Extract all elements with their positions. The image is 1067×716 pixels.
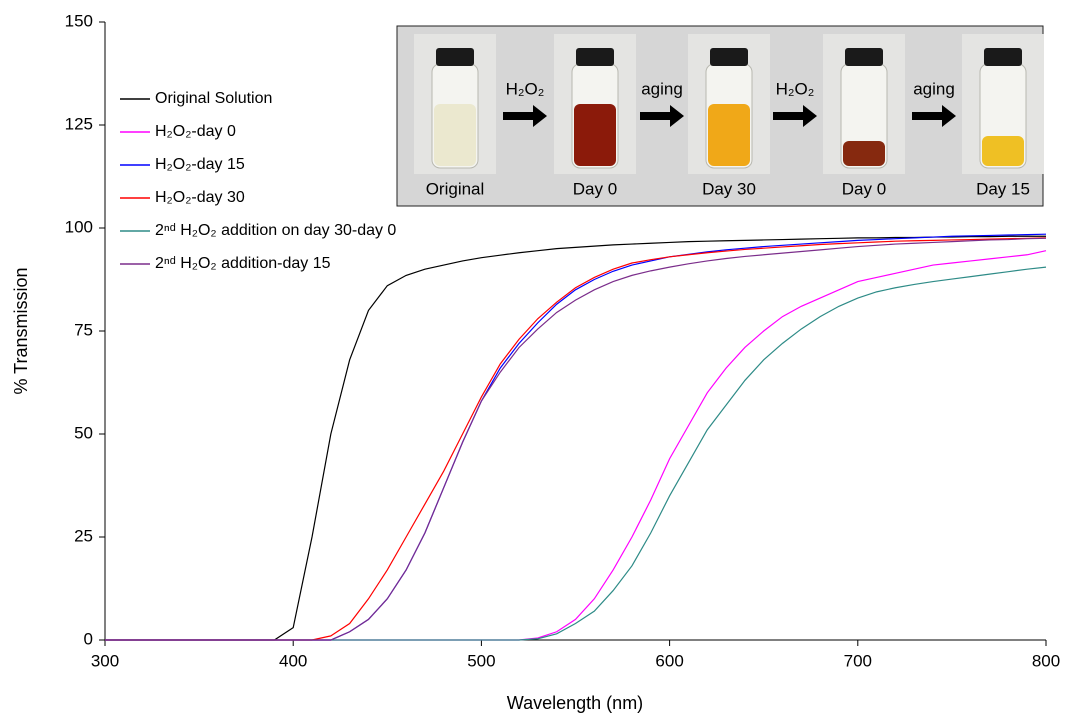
- y-tick-label: 125: [65, 114, 93, 133]
- legend-label: 2ⁿᵈ H₂O₂ addition-day 15: [155, 255, 331, 272]
- x-tick-label: 300: [91, 651, 119, 670]
- legend-label: 2ⁿᵈ H₂O₂ addition on day 30-day 0: [155, 222, 396, 239]
- x-tick-label: 600: [655, 651, 683, 670]
- series-line: [105, 267, 1046, 640]
- step-label: aging: [913, 79, 955, 98]
- series-line: [105, 234, 1046, 640]
- x-tick-label: 800: [1032, 651, 1060, 670]
- photo-label: Day 30: [702, 179, 756, 198]
- step-label: H₂O₂: [506, 79, 545, 98]
- x-axis-title: Wavelength (nm): [507, 693, 643, 713]
- photo-label: Day 0: [573, 179, 617, 198]
- vial-cap: [436, 48, 474, 66]
- x-tick-label: 700: [844, 651, 872, 670]
- x-tick-label: 400: [279, 651, 307, 670]
- vial-liquid: [574, 104, 616, 166]
- legend-label: Original Solution: [155, 90, 272, 107]
- y-tick-label: 50: [74, 423, 93, 442]
- y-tick-label: 0: [84, 629, 93, 648]
- vial-liquid: [708, 104, 750, 166]
- y-axis-title: % Transmission: [11, 267, 31, 394]
- series-line: [105, 251, 1046, 640]
- legend-label: H₂O₂-day 15: [155, 156, 245, 173]
- photo-label: Original: [426, 179, 485, 198]
- chart: Wavelength (nm) % Transmission 0 25 50 75 10…: [0, 0, 1067, 716]
- series-line: [105, 238, 1046, 640]
- series-line: [105, 238, 1046, 640]
- vial-cap: [984, 48, 1022, 66]
- x-tick-label: 500: [467, 651, 495, 670]
- vial-liquid: [434, 104, 476, 166]
- y-tick-label: 25: [74, 526, 93, 545]
- step-label: H₂O₂: [776, 79, 815, 98]
- legend-label: H₂O₂-day 0: [155, 123, 236, 140]
- vial-liquid: [843, 141, 885, 166]
- vial-cap: [710, 48, 748, 66]
- vial-cap: [845, 48, 883, 66]
- vial-liquid: [982, 136, 1024, 166]
- vial-cap: [576, 48, 614, 66]
- y-tick-label: 150: [65, 11, 93, 30]
- y-tick-label: 100: [65, 217, 93, 236]
- series-line: [105, 236, 1046, 640]
- photo-label: Day 0: [842, 179, 886, 198]
- legend-label: H₂O₂-day 30: [155, 189, 245, 206]
- photo-label: Day 15: [976, 179, 1030, 198]
- step-label: aging: [641, 79, 683, 98]
- y-tick-label: 75: [74, 320, 93, 339]
